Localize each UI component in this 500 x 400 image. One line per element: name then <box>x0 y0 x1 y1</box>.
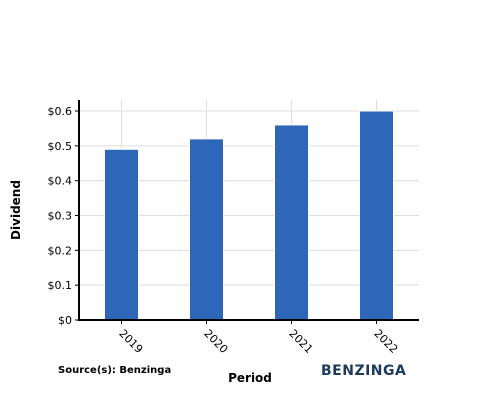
source-caption: Source(s): Benzinga <box>58 365 171 376</box>
y-tick-label: $0.3 <box>48 210 73 223</box>
y-axis-title: Dividend <box>9 180 23 240</box>
bars <box>104 110 394 321</box>
y-tick-label: $0.6 <box>48 105 73 118</box>
benzinga-logo: BENZINGA <box>321 363 406 379</box>
bar-2020 <box>189 138 224 321</box>
x-tick-label: 2021 <box>286 327 315 356</box>
y-tick-labels: $0 $0.1 $0.2 $0.3 $0.4 $0.5 $0.6 <box>48 105 73 327</box>
bar-2019 <box>104 148 139 321</box>
y-tick-label: $0.5 <box>48 140 73 153</box>
x-tick-label: 2020 <box>201 327 230 356</box>
y-tick-label: $0.1 <box>48 279 73 292</box>
x-tick-label: 2022 <box>371 327 400 356</box>
x-tick-labels: 2019 2020 2021 2022 <box>116 327 400 356</box>
bar-2021 <box>274 124 309 321</box>
y-tick-label: $0.4 <box>48 175 73 188</box>
axes <box>75 100 419 324</box>
x-tick-label: 2019 <box>116 327 145 356</box>
x-axis-title: Period <box>228 371 272 385</box>
y-tick-label: $0 <box>58 314 72 327</box>
y-tick-label: $0.2 <box>48 244 73 257</box>
bar-2022 <box>359 110 394 321</box>
